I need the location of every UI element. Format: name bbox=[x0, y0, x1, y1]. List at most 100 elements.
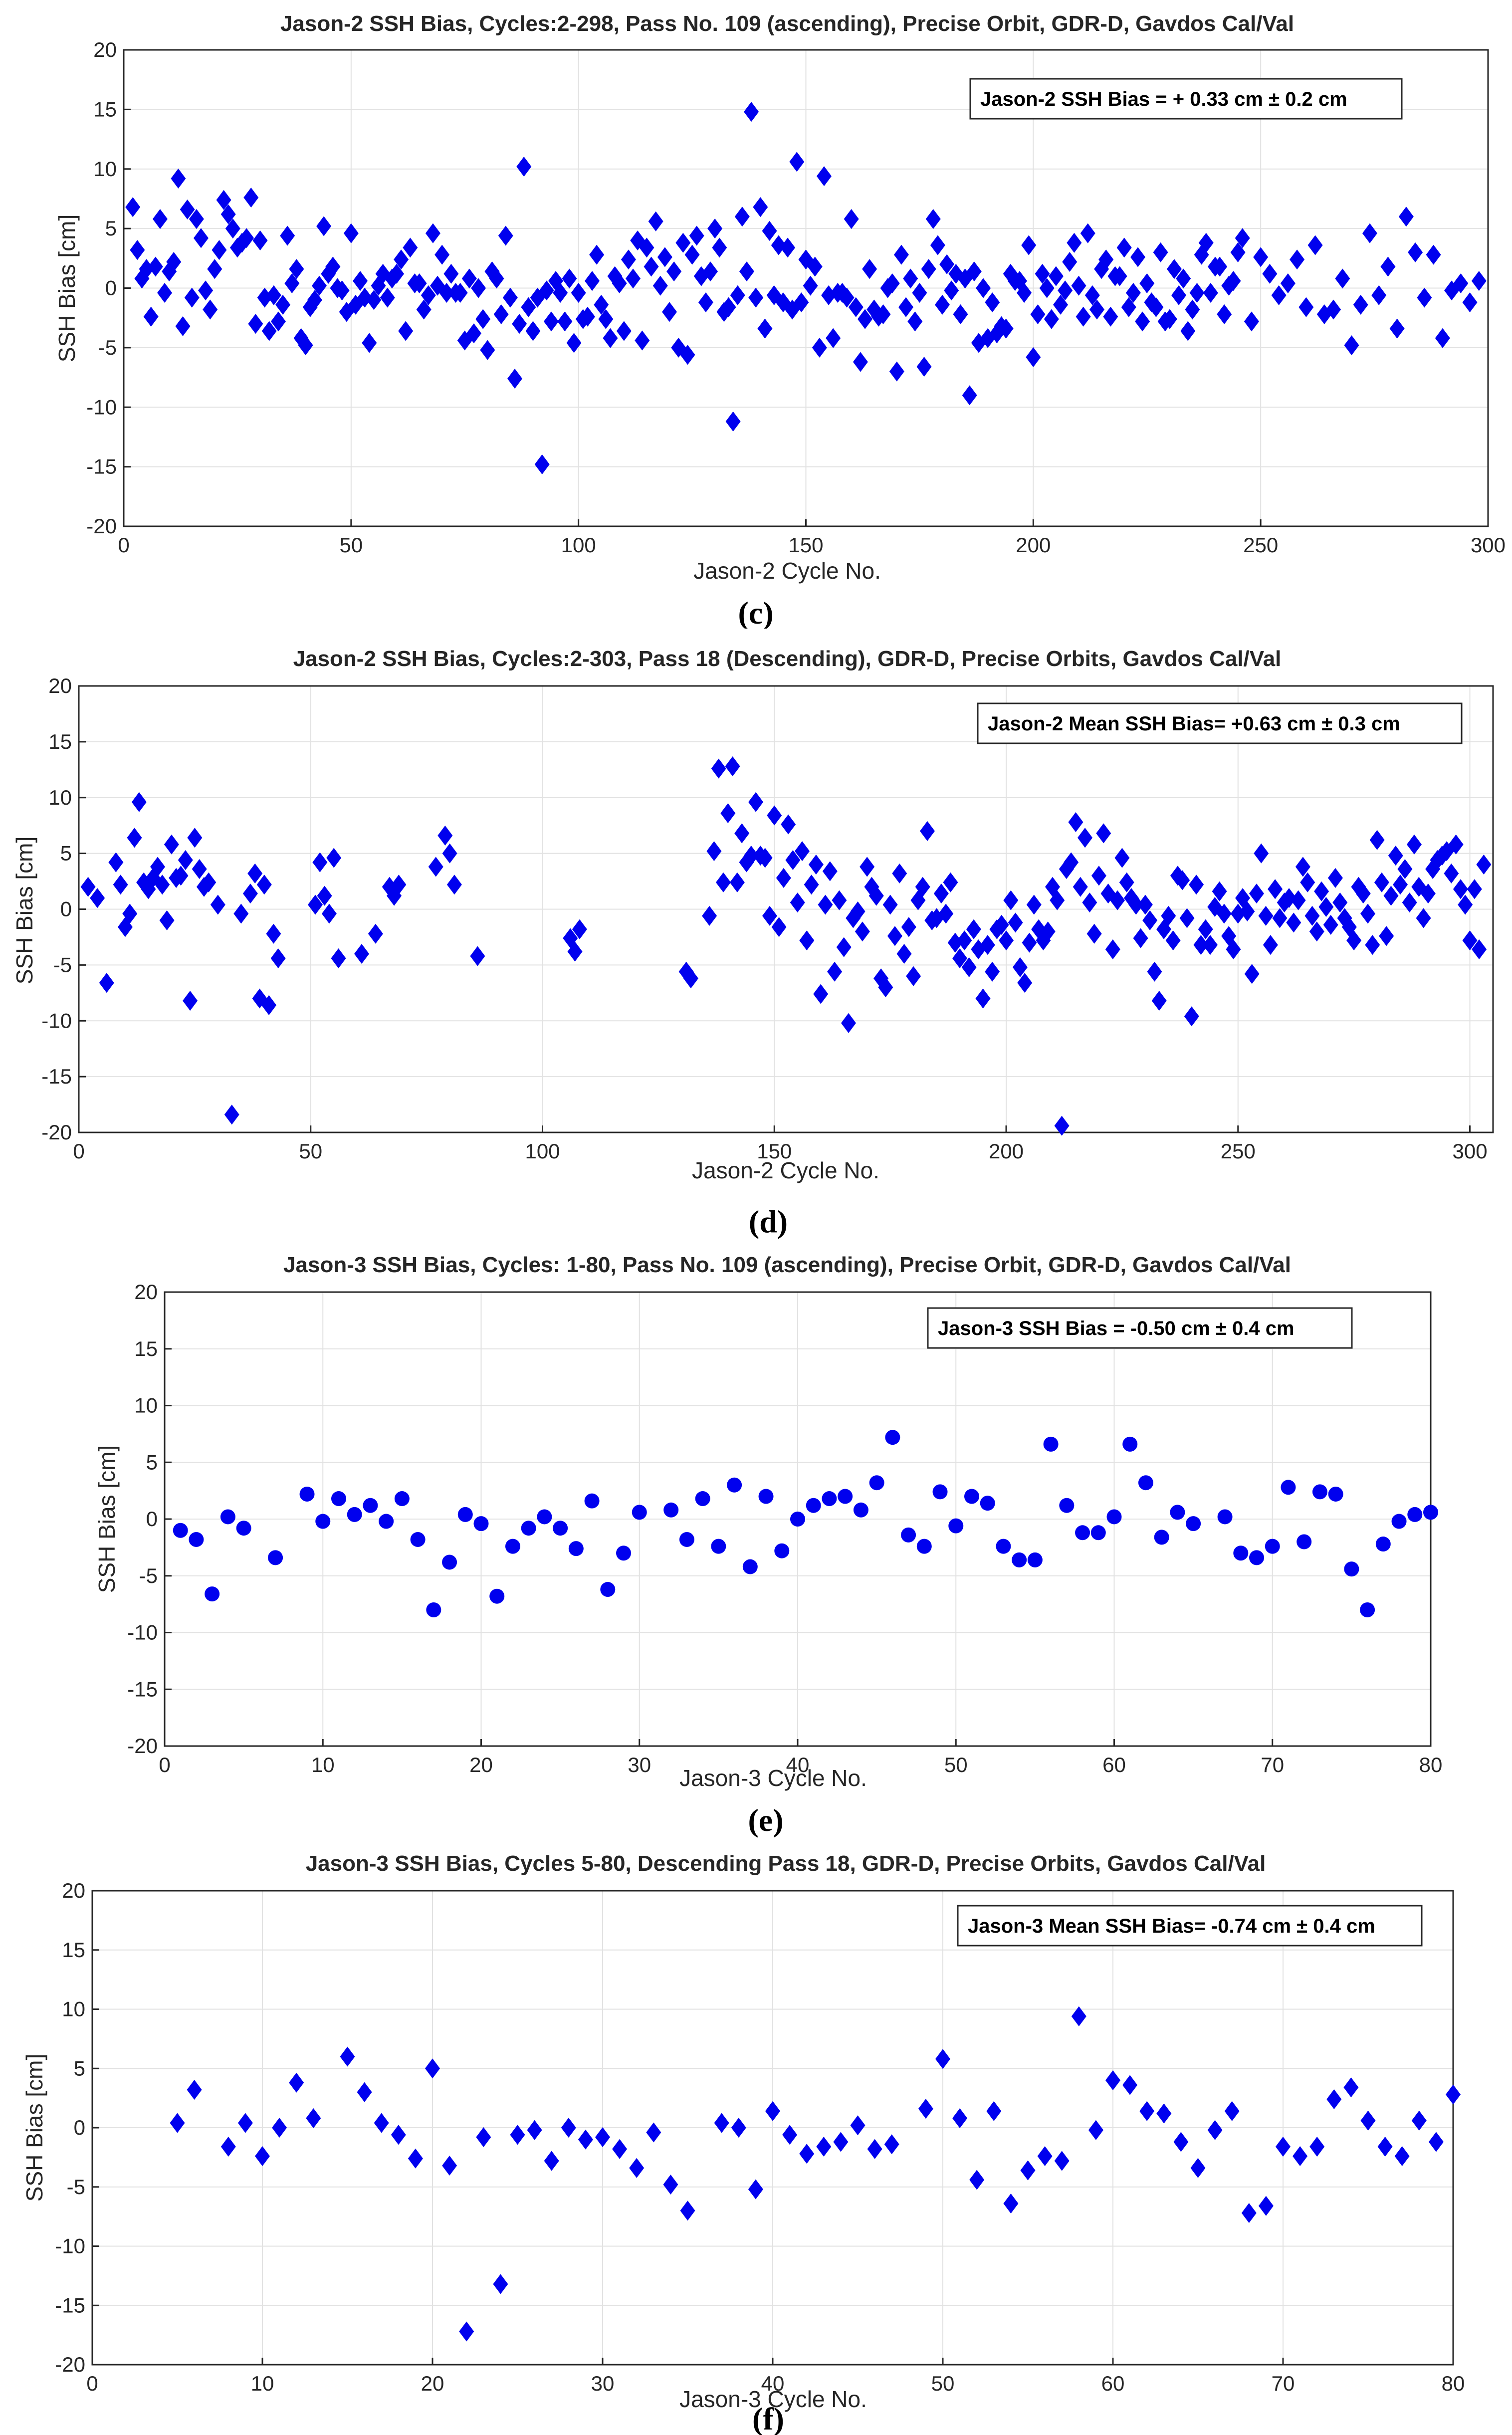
data-point bbox=[243, 188, 259, 208]
data-point bbox=[1073, 877, 1088, 897]
data-point bbox=[421, 285, 436, 305]
data-point bbox=[1110, 890, 1125, 910]
data-point bbox=[1112, 266, 1127, 286]
data-point bbox=[1453, 273, 1469, 293]
data-point bbox=[543, 311, 559, 332]
data-point bbox=[1360, 1602, 1375, 1617]
ticks: 0 10 20 30 40 50 60 70 80 -20 -15 -10 -5 0 5 10 15 20 bbox=[55, 1879, 1465, 2395]
y-tick-label: -20 bbox=[55, 2353, 85, 2376]
data-point bbox=[976, 278, 991, 298]
x-tick-label: 10 bbox=[311, 1753, 335, 1776]
grid bbox=[165, 1292, 1431, 1746]
x-tick-label: 300 bbox=[1452, 1139, 1487, 1163]
data-point bbox=[1217, 1509, 1233, 1525]
data-point bbox=[178, 850, 193, 871]
data-point bbox=[1226, 939, 1241, 960]
data-point bbox=[321, 903, 337, 924]
data-point bbox=[1194, 244, 1209, 265]
data-point bbox=[1165, 930, 1181, 951]
data-point bbox=[354, 944, 369, 964]
data-point bbox=[1323, 914, 1338, 935]
data-point bbox=[765, 2101, 780, 2121]
data-point bbox=[553, 1521, 568, 1536]
data-point bbox=[152, 209, 168, 229]
data-point bbox=[1133, 928, 1148, 948]
data-points bbox=[80, 756, 1492, 1136]
data-point bbox=[1304, 905, 1320, 926]
data-point bbox=[256, 875, 272, 895]
data-point bbox=[266, 923, 281, 944]
data-point bbox=[1180, 321, 1196, 341]
data-point bbox=[947, 932, 963, 953]
data-point bbox=[1040, 921, 1056, 942]
data-point bbox=[903, 268, 918, 289]
data-point bbox=[439, 283, 454, 303]
y-tick-label: -15 bbox=[41, 1065, 72, 1088]
data-point bbox=[261, 321, 277, 341]
data-point bbox=[753, 197, 768, 218]
data-point bbox=[887, 926, 902, 946]
data-point bbox=[1088, 2120, 1103, 2140]
data-point bbox=[734, 207, 750, 227]
data-point bbox=[727, 1477, 742, 1493]
data-point bbox=[790, 892, 805, 913]
data-point bbox=[272, 2118, 287, 2138]
data-point bbox=[858, 309, 873, 329]
data-point bbox=[225, 219, 240, 239]
y-tick-label: -15 bbox=[55, 2293, 85, 2317]
data-point bbox=[875, 304, 891, 325]
data-point bbox=[964, 1489, 979, 1504]
data-point bbox=[762, 905, 777, 926]
data-point bbox=[1371, 285, 1387, 305]
data-point bbox=[804, 875, 819, 895]
data-point bbox=[1344, 1561, 1359, 1577]
annotation-text: Jason-3 Mean SSH Bias= -0.74 cm ± 0.4 cm bbox=[968, 1915, 1375, 1937]
data-point bbox=[1326, 2089, 1342, 2109]
data-point bbox=[985, 292, 1000, 313]
chart-d: Jason-2 SSH Bias, Cycles:2-303, Pass 18 … bbox=[11, 647, 1494, 1239]
y-tick-label: 15 bbox=[93, 97, 117, 121]
data-point bbox=[289, 2072, 304, 2093]
data-point bbox=[516, 156, 532, 177]
data-point bbox=[1224, 2101, 1240, 2121]
data-point bbox=[1467, 879, 1482, 899]
data-point bbox=[1096, 823, 1111, 844]
data-point bbox=[1027, 1552, 1043, 1567]
data-point bbox=[808, 855, 824, 875]
data-point bbox=[1411, 2110, 1427, 2131]
data-point bbox=[1353, 294, 1368, 315]
data-point bbox=[572, 919, 587, 939]
data-point bbox=[255, 2146, 270, 2166]
data-point bbox=[1121, 297, 1136, 317]
data-point bbox=[918, 2099, 933, 2119]
data-point bbox=[1198, 919, 1213, 939]
data-point bbox=[906, 966, 921, 986]
data-point bbox=[340, 2046, 355, 2067]
data-point bbox=[921, 259, 936, 279]
data-point bbox=[1022, 932, 1037, 953]
data-point bbox=[794, 292, 809, 313]
data-point bbox=[826, 328, 841, 348]
data-point bbox=[1344, 335, 1359, 356]
data-point bbox=[366, 290, 382, 310]
data-point bbox=[1203, 935, 1218, 955]
data-point bbox=[1380, 256, 1396, 277]
y-tick-label: -15 bbox=[86, 455, 117, 478]
data-point bbox=[1365, 935, 1380, 955]
data-point bbox=[247, 863, 263, 884]
y-tick-label: 0 bbox=[74, 2116, 85, 2139]
data-point bbox=[744, 102, 759, 122]
data-point bbox=[1114, 848, 1130, 868]
data-point bbox=[648, 211, 663, 231]
y-tick-label: 15 bbox=[62, 1938, 85, 1962]
data-point bbox=[1296, 1534, 1312, 1550]
data-point bbox=[557, 311, 573, 332]
data-point bbox=[1053, 294, 1069, 315]
data-point bbox=[1068, 812, 1083, 832]
data-point bbox=[938, 903, 954, 924]
data-point bbox=[189, 1532, 204, 1547]
data-point bbox=[566, 333, 582, 353]
panel-e: Jason-3 SSH Bias, Cycles: 1-80, Pass No.… bbox=[0, 1242, 1512, 1841]
data-point bbox=[164, 834, 179, 855]
data-point bbox=[428, 857, 443, 877]
